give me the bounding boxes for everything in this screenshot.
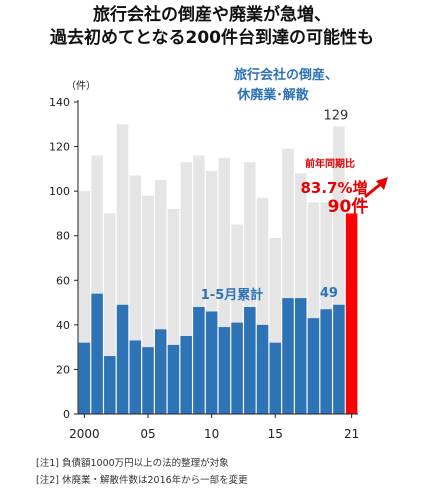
total-bar-2017 — [294, 173, 307, 414]
annotation-growth-rate: 83.7%増 — [300, 179, 367, 197]
y-tick-label: 0 — [63, 408, 70, 421]
y-tick-label: 140 — [49, 96, 70, 109]
annotation-count: 90件 — [328, 196, 369, 217]
jan-may-bar-2009 — [193, 307, 205, 414]
total-bar-2004 — [129, 175, 142, 414]
y-tick-label: 80 — [56, 230, 70, 243]
jan-may-bar-2001 — [91, 293, 103, 414]
rising-arrow-shaft — [364, 181, 384, 198]
total-bars — [78, 124, 345, 415]
rising-arrow-head — [376, 177, 388, 190]
y-axis-unit-label: （件） — [66, 80, 96, 92]
total-data-label: 129 — [323, 109, 348, 124]
x-tick-label: 15 — [268, 427, 283, 441]
jan-may-bar-2016 — [282, 298, 294, 414]
total-bar-2003 — [116, 124, 129, 415]
y-tick-label: 100 — [49, 185, 70, 198]
annotation-yoy-label: 前年同期比 — [305, 157, 355, 170]
jan-may-bar-2014 — [256, 324, 269, 414]
footnote-2: [注2] 休廃業・解散件数は2016年から一部を変更 — [36, 475, 248, 486]
total-bar-2010 — [205, 171, 218, 414]
jan-may-bar-2018 — [307, 318, 320, 414]
jan-may-bar-2013 — [244, 307, 256, 414]
total-bar-2018 — [307, 202, 320, 414]
total-bar-2006 — [154, 180, 167, 414]
jan-may-bar-2005 — [142, 347, 154, 414]
total-bar-2008 — [180, 162, 192, 414]
chart-title-line2: 過去初めてとなる200件台到達の可能性も — [50, 28, 374, 48]
jan-may-bar-2007 — [167, 344, 180, 414]
jan-may-bar-2012 — [231, 322, 243, 414]
total-bar-2013 — [244, 162, 256, 414]
jan-may-bar-2010 — [205, 311, 218, 414]
jan-may-data-label: 49 — [320, 286, 338, 301]
total-bar-2000 — [78, 191, 91, 414]
jan-may-bar-2017 — [294, 298, 307, 414]
footnote-1: [注1] 負債額1000万円以上の法的整理が対象 — [36, 458, 229, 469]
chart-title-line1: 旅行会社の倒産や廃業が急増、 — [93, 5, 331, 25]
total-bar-2007 — [167, 208, 180, 414]
y-tick-label: 60 — [56, 274, 70, 287]
total-bar-2002 — [104, 213, 116, 414]
y-tick-label: 120 — [49, 141, 70, 154]
jan-may-bar-2003 — [116, 304, 129, 414]
total-bar-2020 — [333, 126, 345, 414]
total-bar-2019 — [320, 202, 332, 414]
jan-may-bar-2008 — [180, 336, 192, 414]
total-bar-2009 — [193, 155, 205, 414]
total-bar-2015 — [269, 237, 282, 414]
x-tick-label: 05 — [140, 427, 155, 441]
jan-may-bar-2004 — [129, 340, 142, 414]
y-tick-label: 40 — [56, 319, 70, 332]
jan-may-bar-2019 — [320, 309, 332, 414]
x-tick-label: 2000 — [69, 427, 100, 441]
y-tick-label: 20 — [56, 363, 70, 376]
jan-may-bar-2021 — [345, 213, 358, 414]
total-series-label-line1: 旅行会社の倒産、 — [234, 67, 338, 83]
jan-may-bar-2011 — [218, 327, 231, 414]
jan-may-bar-2002 — [104, 356, 116, 414]
axes: 0 20 40 60 80 100 120 140 2000 05 10 15 21 （件） — [49, 80, 359, 441]
jan-may-bar-2006 — [154, 329, 167, 414]
total-bar-2012 — [231, 224, 243, 414]
jan-may-bars — [78, 213, 358, 414]
bar-chart: 0 20 40 60 80 100 120 140 2000 05 10 15 21 （件） 旅行会社の倒… — [49, 67, 388, 441]
x-tick-label: 10 — [204, 427, 219, 441]
jan-may-bar-2000 — [78, 342, 91, 414]
total-bar-2014 — [256, 197, 269, 414]
total-bar-2011 — [218, 157, 231, 414]
x-tick-label: 21 — [344, 427, 359, 441]
total-bar-2005 — [142, 195, 154, 414]
jan-may-bar-2020 — [333, 304, 345, 414]
jan-may-bar-2015 — [269, 342, 282, 414]
total-series-label-line2: 休廃業･解散 — [236, 87, 310, 103]
total-bar-2016 — [282, 148, 294, 415]
jan-may-series-label: 1-5月累計 — [201, 287, 264, 303]
total-bar-2001 — [91, 155, 103, 414]
